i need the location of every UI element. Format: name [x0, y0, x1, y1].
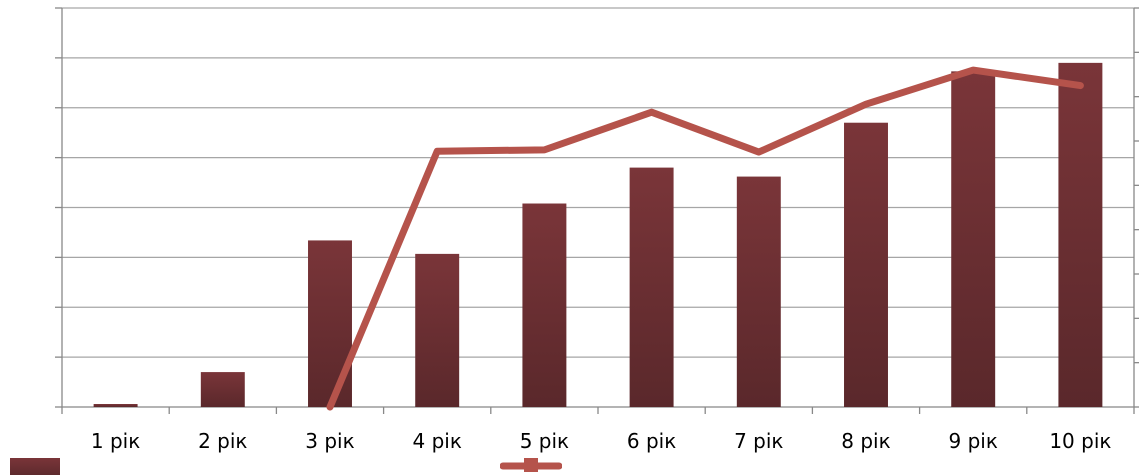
- bar: [1058, 62, 1103, 408]
- x-tick-label: 1 рік: [91, 429, 140, 453]
- bar: [93, 404, 138, 407]
- bar: [522, 203, 567, 407]
- x-tick-label: 10 рік: [1049, 429, 1111, 453]
- bar: [951, 71, 996, 407]
- bar: [415, 253, 460, 407]
- series-line: [326, 66, 1084, 411]
- x-tick-label: 9 рік: [948, 429, 997, 453]
- legend-line-swatch: [500, 458, 562, 472]
- bar: [200, 372, 245, 407]
- x-tick-label: 7 рік: [734, 429, 783, 453]
- bar: [736, 176, 781, 407]
- x-tick-label: 5 рік: [520, 429, 569, 453]
- bar: [844, 122, 888, 408]
- x-tick-label: 2 рік: [198, 429, 247, 453]
- x-tick-label: 8 рік: [841, 429, 890, 453]
- x-tick-label: 3 рік: [305, 429, 354, 453]
- x-tick-label: 6 рік: [627, 429, 676, 453]
- bar: [308, 240, 352, 407]
- x-tick-label: 4 рік: [412, 429, 461, 453]
- legend-bar-swatch: [10, 458, 60, 475]
- bar: [629, 167, 674, 407]
